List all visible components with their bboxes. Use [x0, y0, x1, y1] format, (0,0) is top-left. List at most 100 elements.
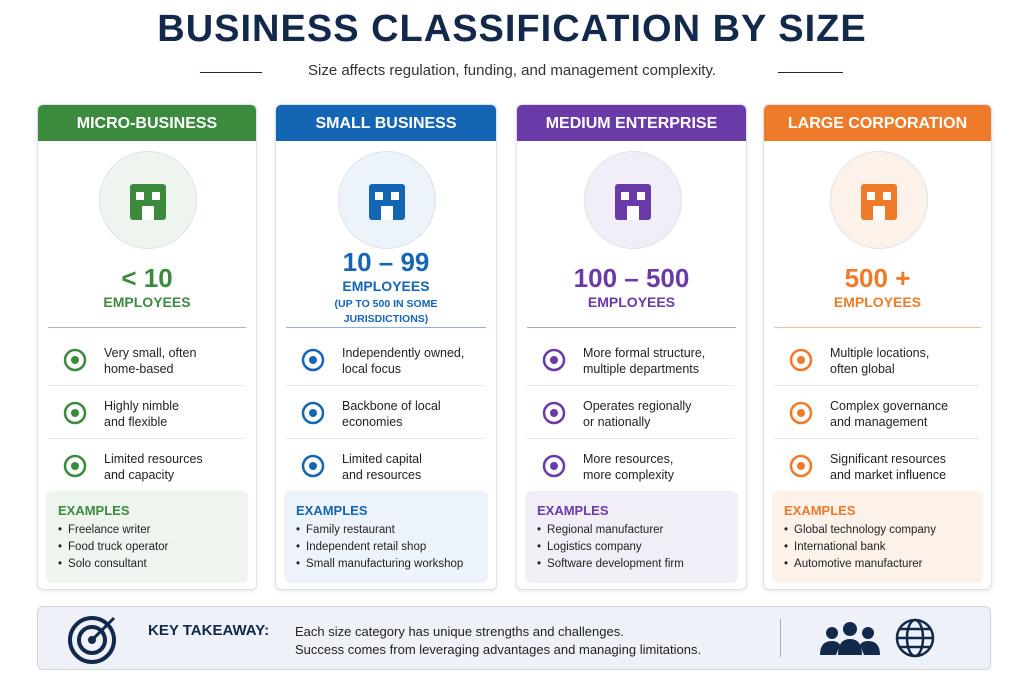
feature: More formal structure, multiple departmen… — [527, 333, 734, 386]
feature-line: and market influence — [830, 468, 947, 482]
icon-circle — [583, 151, 682, 249]
count-block: < 10 EMPLOYEES — [38, 249, 256, 325]
feature-icon — [789, 454, 813, 478]
divider — [780, 619, 781, 657]
count-block: 100 – 500 EMPLOYEES — [517, 249, 746, 325]
feature-icon — [301, 348, 325, 372]
count-block: 500 + EMPLOYEES — [764, 249, 991, 325]
feature: Complex governance and management — [774, 386, 979, 439]
example: • Software development firm — [537, 556, 738, 573]
feature-icon — [63, 348, 87, 372]
example-text: Family restaurant — [306, 524, 395, 536]
bullet: • — [537, 524, 542, 536]
example: • Regional manufacturer — [537, 522, 738, 539]
feature-line: Operates regionally — [583, 399, 692, 413]
example-text: Logistics company — [547, 541, 642, 553]
example-text: Freelance writer — [68, 524, 151, 536]
feature-line: often global — [830, 362, 895, 376]
feature-line: More formal structure, — [583, 346, 706, 360]
example: • Food truck operator — [58, 539, 248, 556]
example: • Solo consultant — [58, 556, 248, 573]
example-text: Independent retail shop — [306, 541, 427, 553]
takeaway-line: Each size category has unique strengths … — [295, 624, 624, 639]
bullet: • — [296, 558, 301, 570]
feature: Highly nimble and flexible — [48, 386, 244, 439]
examples: EXAMPLES • Global technology company • Inter… — [772, 491, 983, 583]
example: • Freelance writer — [58, 522, 248, 539]
feature-icon — [789, 348, 813, 372]
examples: EXAMPLES • Family restaurant • Independent r… — [284, 491, 488, 583]
example-text: Food truck operator — [68, 541, 169, 553]
icon — [614, 184, 651, 220]
example: • Automotive manufacturer — [784, 556, 983, 573]
example: • Independent retail shop — [296, 539, 488, 556]
feature-line: Limited resources — [104, 452, 203, 466]
icon — [369, 184, 405, 220]
examples-label: EXAMPLES — [296, 503, 368, 518]
feature-icon — [63, 401, 87, 425]
example: • International bank — [784, 539, 983, 556]
bullet: • — [58, 558, 63, 570]
feature-icon — [542, 401, 566, 425]
bullet: • — [296, 524, 301, 536]
decor-line — [200, 72, 262, 73]
examples: EXAMPLES • Freelance writer • Food truck ope… — [46, 491, 248, 583]
feature: Operates regionally or nationally — [527, 386, 734, 439]
feature-text: Multiple locations, often global — [830, 345, 929, 377]
divider — [48, 327, 246, 328]
feature-line: or nationally — [583, 415, 651, 429]
card: MICRO-BUSINESS < 10 EMPLOYEES Very small, o… — [37, 104, 257, 590]
feature-text: More formal structure, multiple departmen… — [583, 345, 705, 377]
count: < 10 — [121, 263, 173, 293]
feature-text: Limited capital and resources — [342, 451, 422, 483]
feature: Independently owned, local focus — [286, 333, 484, 386]
divider — [527, 327, 736, 328]
feature-icon — [301, 401, 325, 425]
feature-line: Backbone of local — [342, 399, 441, 413]
feature-line: Complex governance — [830, 399, 949, 413]
card-header: MEDIUM ENTERPRISE — [517, 105, 746, 141]
bullet: • — [537, 558, 542, 570]
card-header: LARGE CORPORATION — [764, 105, 991, 141]
example-text: Automotive manufacturer — [794, 558, 923, 570]
count: 100 – 500 — [573, 263, 690, 293]
count-block: 10 – 99 EMPLOYEES (UP TO 500 IN SOME JURIS… — [276, 247, 496, 325]
example: • Global technology company — [784, 522, 983, 539]
feature: Very small, often home-based — [48, 333, 244, 386]
bullet: • — [58, 541, 63, 553]
feature-line: More resources, — [583, 452, 674, 466]
bullet: • — [537, 541, 542, 553]
bullet: • — [784, 541, 789, 553]
card: MEDIUM ENTERPRISE 100 – 500 EMPLOYEES More … — [516, 104, 747, 590]
feature: Multiple locations, often global — [774, 333, 979, 386]
example-text: International bank — [794, 541, 886, 553]
takeaway-line: Success comes from leveraging advantages… — [295, 642, 702, 657]
bullet: • — [784, 558, 789, 570]
note: (UP TO 500 IN SOME JURISDICTIONS) — [334, 298, 438, 325]
unit: EMPLOYEES — [587, 294, 676, 310]
feature-line: Highly nimble — [104, 399, 180, 413]
feature: Limited resources and capacity — [48, 439, 244, 491]
unit: EMPLOYEES — [833, 294, 922, 310]
bullet: • — [296, 541, 301, 553]
feature-text: Significant resources and market influenc… — [830, 451, 946, 483]
feature-line: economies — [342, 415, 403, 429]
decor-line — [778, 72, 843, 73]
feature-line: Limited capital — [342, 452, 422, 466]
people-icon — [820, 622, 880, 655]
target-icon — [68, 616, 116, 664]
feature-text: Operates regionally or nationally — [583, 398, 691, 430]
feature-line: and management — [830, 415, 928, 429]
feature-line: and flexible — [104, 415, 168, 429]
icon-circle — [829, 151, 928, 249]
feature-text: More resources, more complexity — [583, 451, 674, 483]
feature-line: Independently owned, — [342, 346, 465, 360]
feature-text: Highly nimble and flexible — [104, 398, 179, 430]
icon-circle — [338, 151, 436, 249]
feature-icon — [542, 454, 566, 478]
feature: Significant resources and market influenc… — [774, 439, 979, 491]
examples: EXAMPLES • Regional manufacturer • Logistics… — [525, 491, 738, 583]
feature-line: multiple departments — [583, 362, 700, 376]
feature: Backbone of local economies — [286, 386, 484, 439]
